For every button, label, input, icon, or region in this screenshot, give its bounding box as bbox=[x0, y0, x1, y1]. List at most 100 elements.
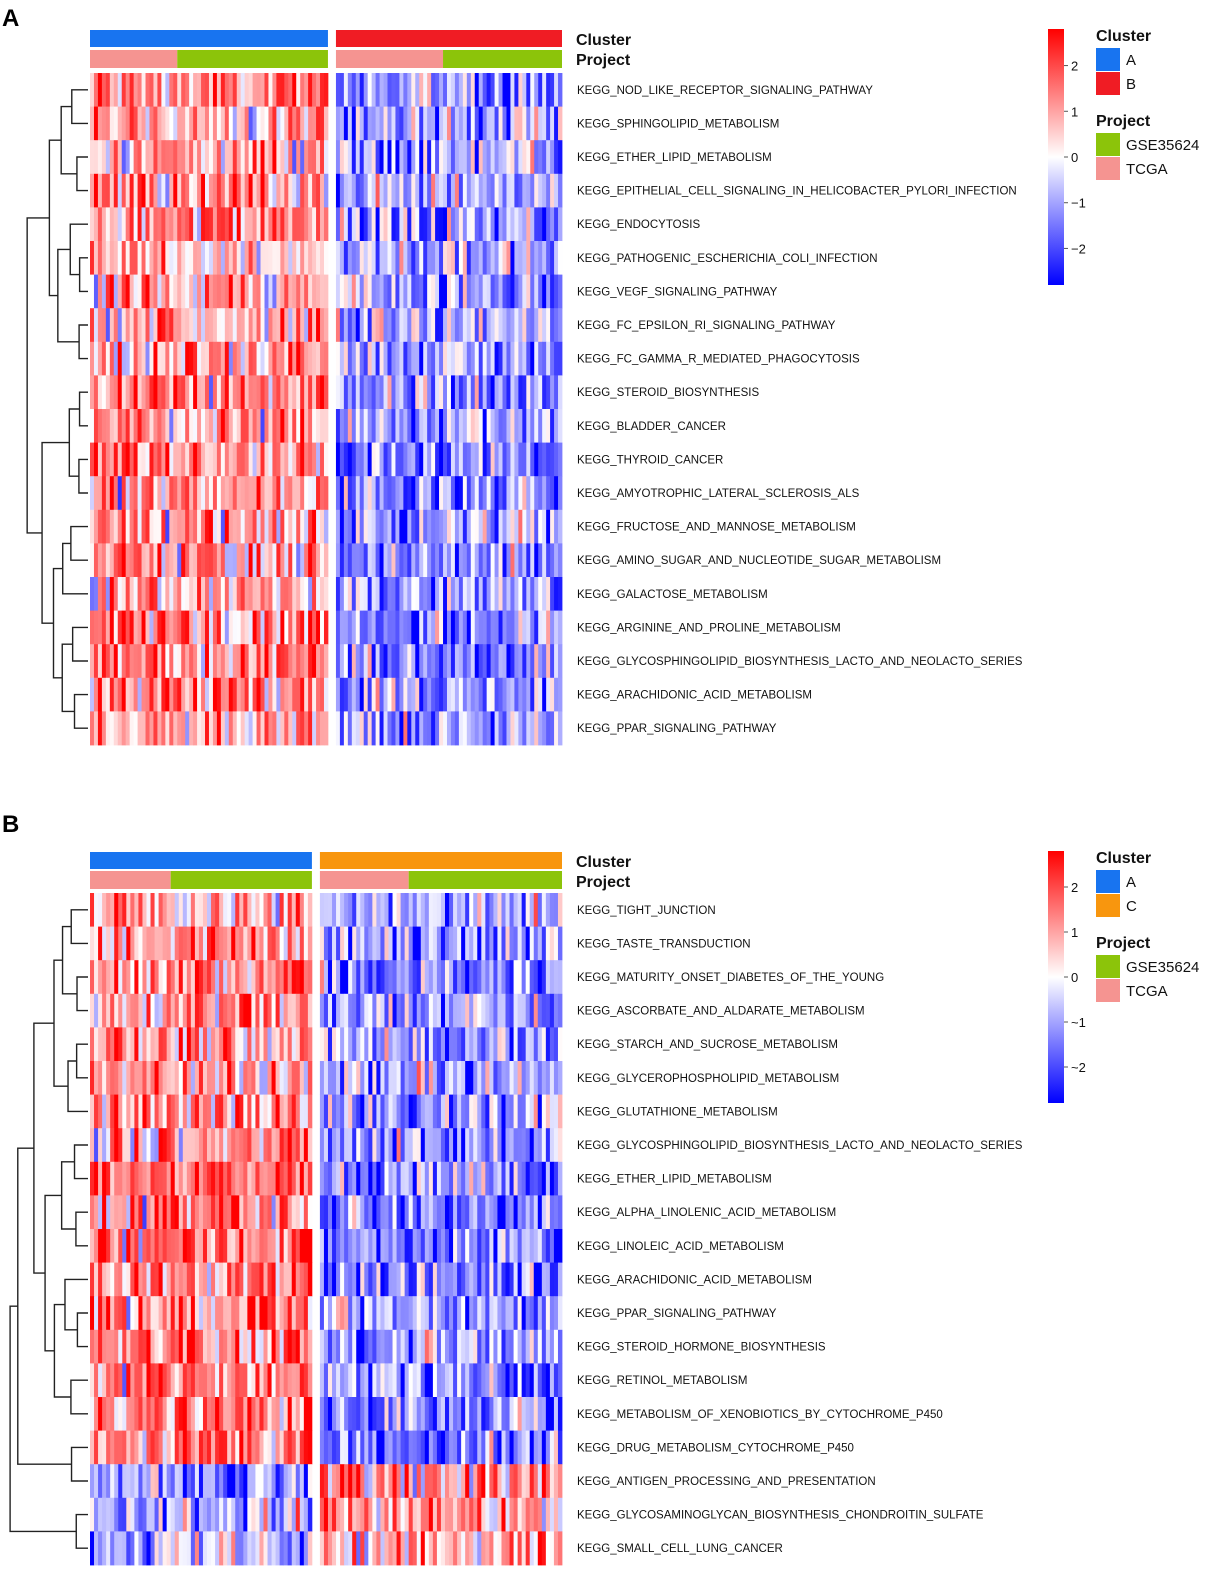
heatmap-cell bbox=[384, 893, 389, 927]
heatmap-cell bbox=[339, 375, 345, 410]
heatmap-cell bbox=[558, 375, 563, 410]
heatmap-cell bbox=[541, 993, 547, 1028]
heatmap-cell bbox=[489, 1094, 494, 1129]
heatmap-cell bbox=[352, 893, 357, 927]
heatmap-cell bbox=[260, 106, 265, 141]
panel-a-project-annotation-title: Project bbox=[576, 52, 631, 69]
heatmap-cell bbox=[387, 677, 392, 712]
heatmap-cell bbox=[473, 1094, 478, 1129]
heatmap-cell bbox=[395, 274, 400, 309]
heatmap-cell bbox=[416, 1363, 422, 1398]
heatmap-cell bbox=[223, 1195, 228, 1230]
heatmap-cell bbox=[348, 1094, 353, 1129]
heatmap-cell bbox=[125, 577, 131, 611]
heatmap-cell bbox=[533, 1430, 539, 1465]
heatmap-cell bbox=[376, 1128, 381, 1163]
heatmap-cell bbox=[292, 509, 297, 544]
heatmap-cell bbox=[490, 677, 495, 712]
heatmap-cell bbox=[320, 173, 325, 208]
heatmap-cell bbox=[223, 993, 228, 1028]
heatmap-cell bbox=[340, 1430, 345, 1465]
heatmap-cell bbox=[288, 409, 293, 443]
heatmap-cell bbox=[453, 1195, 458, 1230]
heatmap-cell bbox=[388, 1363, 393, 1398]
heatmap-cell bbox=[404, 1464, 410, 1499]
heatmap-cell bbox=[291, 1262, 297, 1297]
heatmap-cell bbox=[348, 1329, 353, 1364]
heatmap-cell bbox=[300, 476, 305, 511]
heatmap-cell bbox=[215, 1161, 220, 1196]
heatmap-cell bbox=[276, 341, 281, 376]
heatmap-cell bbox=[546, 173, 551, 208]
heatmap-cell bbox=[530, 442, 535, 477]
heatmap-cell bbox=[432, 1363, 438, 1398]
heatmap-cell bbox=[545, 1128, 551, 1163]
heatmap-cell bbox=[149, 207, 154, 242]
heatmap-cell bbox=[133, 173, 138, 208]
heatmap-cell bbox=[407, 543, 412, 578]
heatmap-cell bbox=[502, 509, 507, 544]
heatmap-cell bbox=[376, 1464, 381, 1499]
heatmap-cell bbox=[207, 1027, 212, 1062]
heatmap-cell bbox=[352, 926, 357, 961]
heatmap-cell bbox=[400, 1430, 406, 1465]
heatmap-cell bbox=[114, 993, 119, 1028]
heatmap-cell bbox=[387, 375, 392, 410]
heatmap-cell bbox=[474, 644, 480, 679]
heatmap-cell bbox=[372, 926, 377, 961]
heatmap-cell bbox=[113, 375, 119, 410]
heatmap-cell bbox=[154, 1161, 159, 1196]
heatmap-cell bbox=[400, 1027, 406, 1062]
heatmap-cell bbox=[276, 308, 281, 343]
heatmap-cell bbox=[514, 409, 519, 443]
row-label: KEGG_PPAR_SIGNALING_PATHWAY bbox=[577, 1308, 777, 1320]
heatmap-cell bbox=[162, 893, 168, 927]
heatmap-cell bbox=[208, 308, 214, 343]
heatmap-cell bbox=[211, 926, 216, 961]
heatmap-cell bbox=[533, 1262, 539, 1297]
dendrogram-branch bbox=[70, 525, 88, 561]
heatmap-cell bbox=[396, 1195, 401, 1230]
heatmap-cell bbox=[364, 926, 369, 961]
heatmap-cell bbox=[283, 1128, 289, 1163]
heatmap-cell bbox=[219, 1128, 224, 1163]
heatmap-cell bbox=[207, 960, 212, 995]
heatmap-cell bbox=[545, 1027, 551, 1062]
heatmap-cell bbox=[502, 241, 507, 275]
heatmap-cell bbox=[497, 1464, 502, 1499]
heatmap-cell bbox=[542, 677, 547, 712]
heatmap-cell bbox=[517, 1061, 523, 1095]
heatmap-cell bbox=[550, 308, 555, 343]
heatmap-cell bbox=[403, 375, 408, 410]
heatmap-cell bbox=[375, 140, 380, 175]
heatmap-cell bbox=[235, 1497, 240, 1532]
heatmap-cell bbox=[407, 207, 412, 242]
heatmap-cell bbox=[545, 1229, 551, 1263]
heatmap-cell bbox=[296, 106, 301, 141]
heatmap-cell bbox=[478, 577, 484, 611]
heatmap-cell bbox=[316, 409, 321, 443]
heatmap-cell bbox=[356, 1027, 361, 1062]
heatmap-cell bbox=[344, 893, 349, 927]
heatmap-cell bbox=[392, 1128, 397, 1163]
heatmap-cell bbox=[534, 509, 539, 544]
heatmap-cell bbox=[359, 543, 365, 578]
heatmap-cell bbox=[149, 375, 154, 410]
heatmap-cell bbox=[145, 577, 150, 611]
heatmap-cell bbox=[474, 140, 480, 175]
heatmap-cell bbox=[208, 610, 214, 645]
heatmap-cell bbox=[355, 610, 361, 645]
heatmap-cell bbox=[146, 1094, 151, 1129]
heatmap-cell bbox=[244, 106, 250, 141]
heatmap-cell bbox=[157, 509, 162, 544]
heatmap-cell bbox=[153, 543, 158, 578]
heatmap-cell bbox=[416, 1027, 422, 1062]
heatmap-cell bbox=[493, 1027, 498, 1062]
panel-a-label: A bbox=[2, 5, 19, 32]
heatmap-cell bbox=[545, 1296, 551, 1331]
heatmap-cell bbox=[166, 1094, 172, 1129]
heatmap-cell bbox=[178, 1329, 184, 1364]
dendrogram-branch bbox=[71, 626, 88, 662]
heatmap-row bbox=[90, 1229, 563, 1263]
heatmap-cell bbox=[396, 1296, 401, 1331]
